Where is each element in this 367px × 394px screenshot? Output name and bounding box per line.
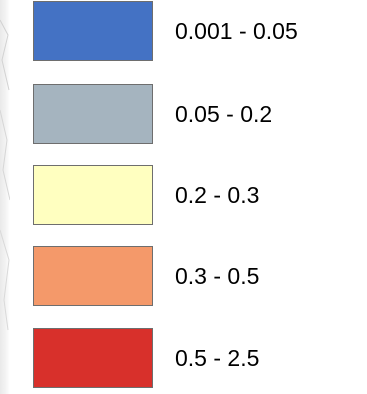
legend-label: 0.3 - 0.5 bbox=[175, 246, 259, 306]
legend-swatch bbox=[33, 165, 153, 225]
basemap-edge bbox=[0, 0, 10, 394]
legend-item: 0.5 - 2.5 bbox=[33, 328, 363, 390]
legend-swatch bbox=[33, 1, 153, 61]
legend-item: 0.05 - 0.2 bbox=[33, 84, 363, 146]
legend-label: 0.5 - 2.5 bbox=[175, 328, 259, 388]
legend-label: 0.001 - 0.05 bbox=[175, 1, 298, 61]
legend-label: 0.05 - 0.2 bbox=[175, 84, 272, 144]
basemap-lines bbox=[0, 0, 10, 394]
legend-label: 0.2 - 0.3 bbox=[175, 165, 259, 225]
legend-swatch bbox=[33, 328, 153, 388]
legend-swatch bbox=[33, 246, 153, 306]
legend-item: 0.3 - 0.5 bbox=[33, 246, 363, 308]
legend-swatch bbox=[33, 84, 153, 144]
legend-item: 0.001 - 0.05 bbox=[33, 1, 363, 63]
legend-item: 0.2 - 0.3 bbox=[33, 165, 363, 227]
